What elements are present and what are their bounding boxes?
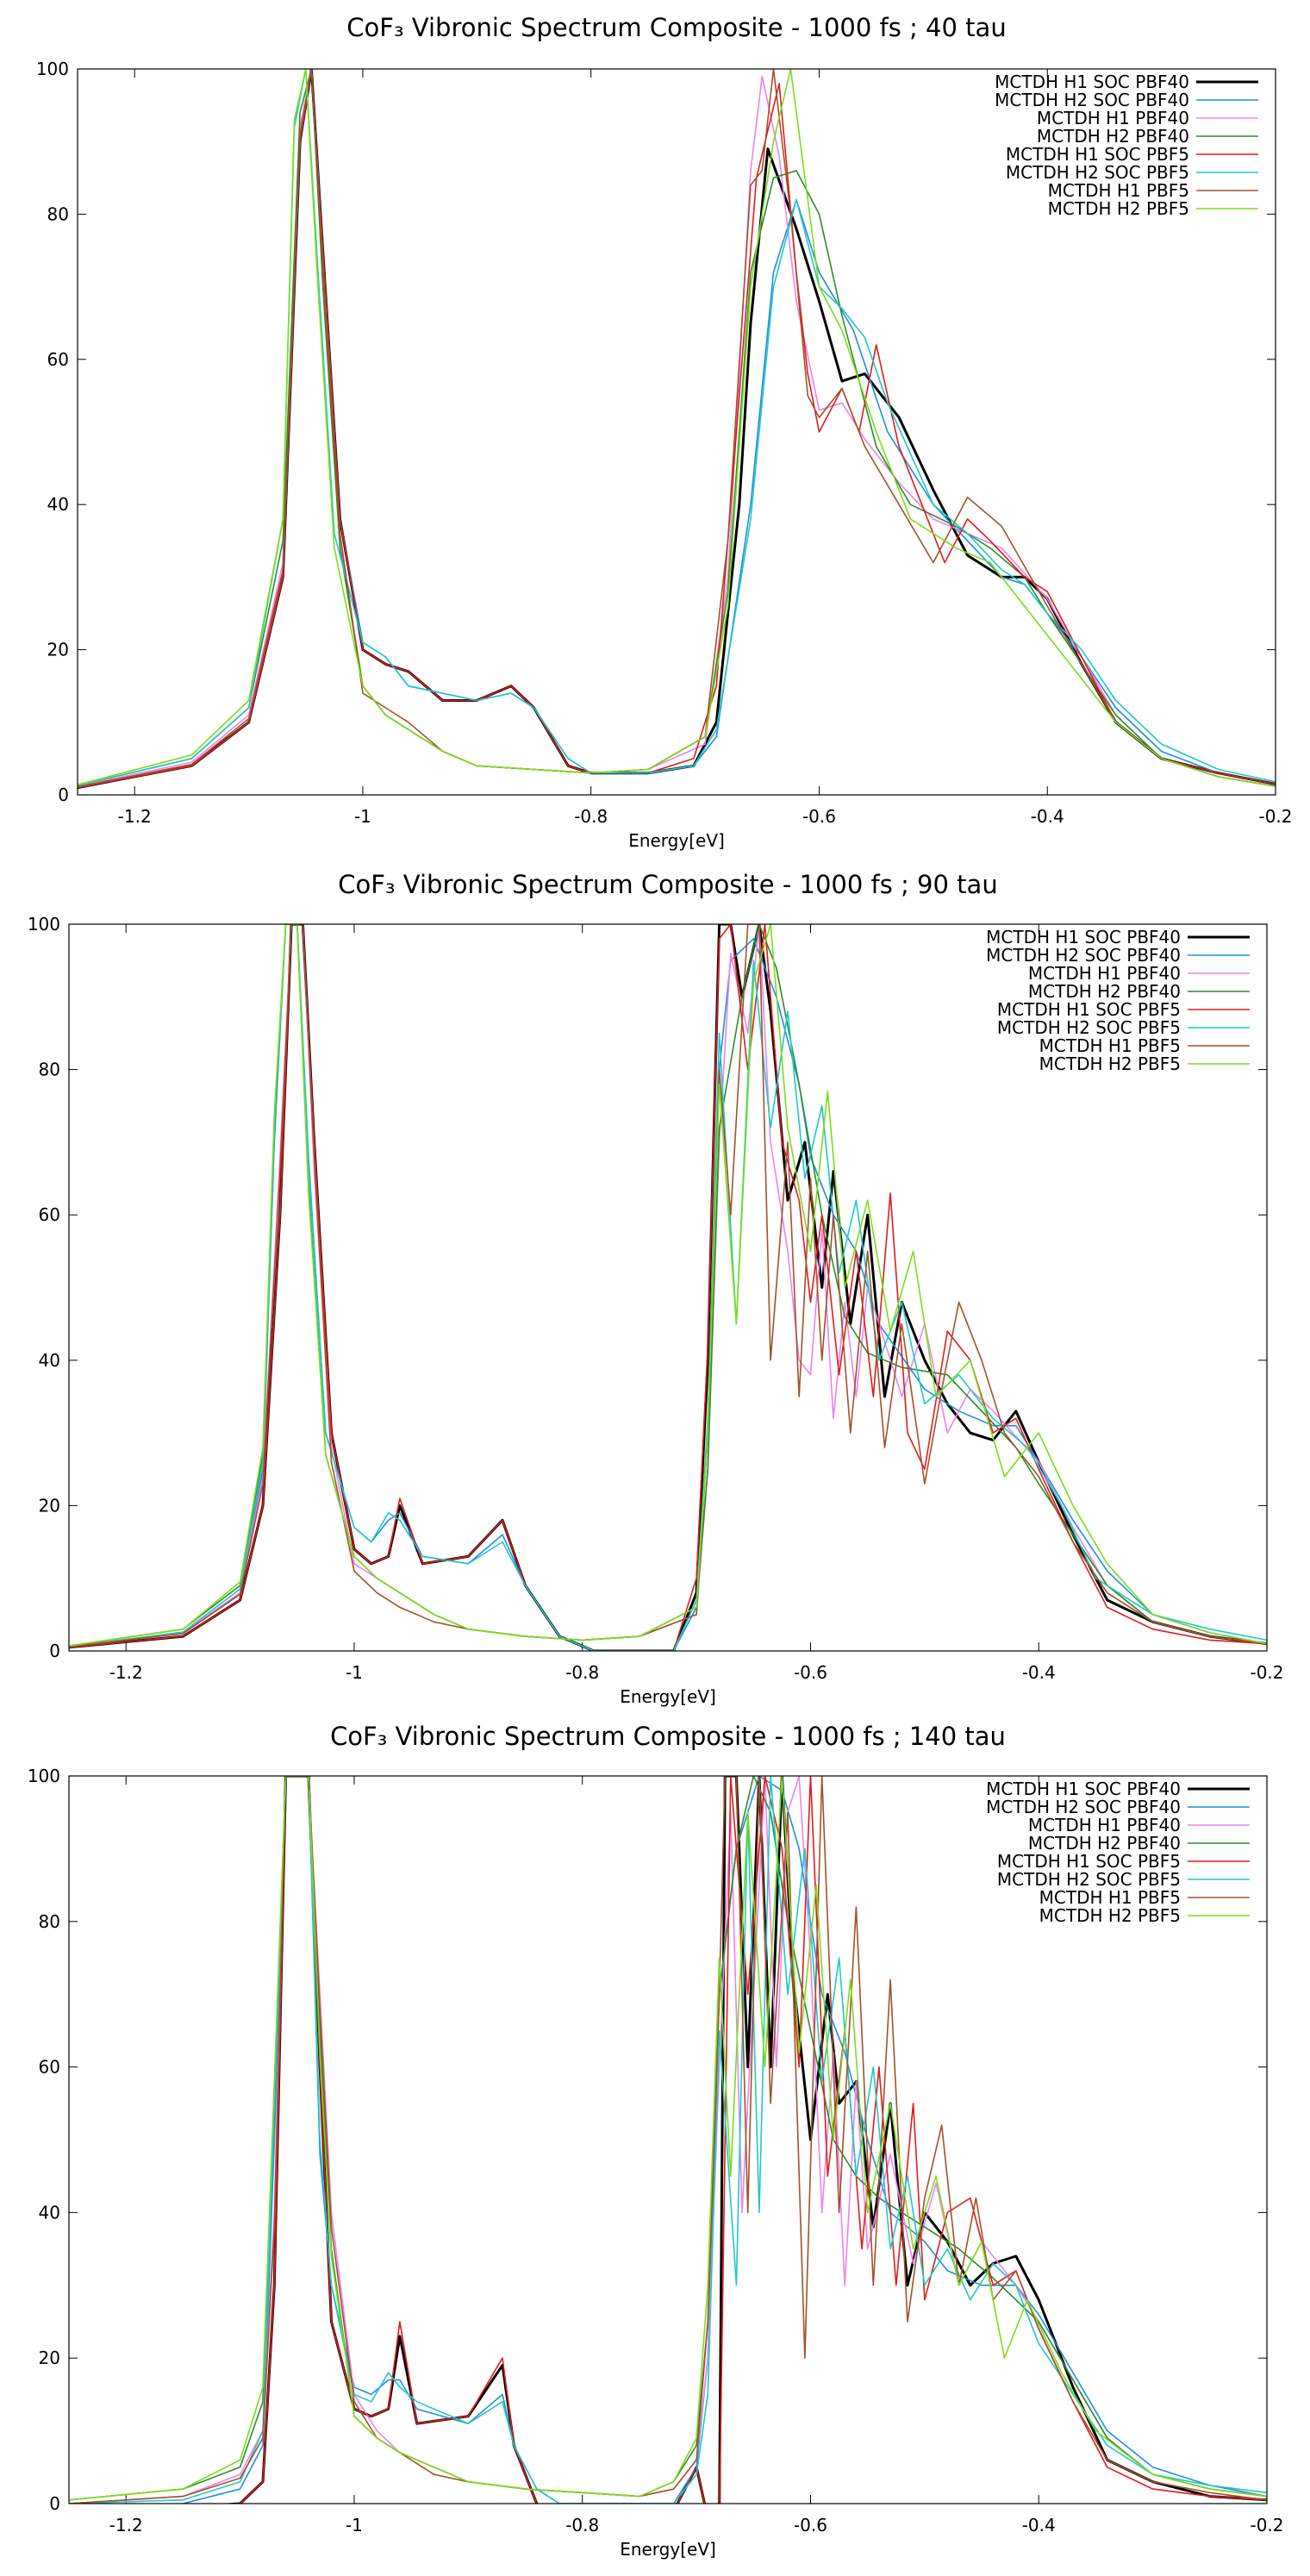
legend-label: MCTDH H2 SOC PBF40 [995, 90, 1189, 110]
chart-panel-3: CoF₃ Vibronic Spectrum Composite - 1000 … [28, 1722, 1284, 2560]
x-axis-label: Energy[eV] [620, 2539, 716, 2560]
y-tick-label: 60 [39, 1204, 60, 1225]
y-tick-label: 40 [47, 494, 69, 515]
legend-label: MCTDH H2 SOC PBF40 [986, 1797, 1181, 1817]
x-tick-label: -1 [346, 1662, 363, 1683]
x-tick-label: -0.2 [1250, 2515, 1283, 2535]
plot-frame [68, 923, 1268, 1652]
legend-label: MCTDH H1 SOC PBF40 [986, 1779, 1181, 1799]
chart-title: CoF₃ Vibronic Spectrum Composite - 1000 … [346, 13, 1006, 42]
plot-frame [68, 1775, 1268, 2504]
chart-title: CoF₃ Vibronic Spectrum Composite - 1000 … [330, 1722, 1006, 1751]
y-tick-label: 100 [28, 914, 60, 935]
legend-label: MCTDH H2 PBF5 [1048, 198, 1189, 219]
x-tick-label: -1 [354, 806, 371, 827]
legend-label: MCTDH H1 SOC PBF5 [997, 999, 1181, 1020]
x-tick-label: -1.2 [109, 2515, 143, 2535]
legend-label: MCTDH H1 SOC PBF40 [986, 927, 1181, 947]
plot-area [69, 1776, 1267, 2504]
x-tick-label: -1.2 [109, 1662, 143, 1683]
x-tick-label: -0.4 [1031, 806, 1064, 827]
plot-area [69, 924, 1267, 1651]
x-tick-label: -0.4 [1022, 1662, 1056, 1683]
series-line-8 [69, 1776, 1267, 2501]
series-line-5 [78, 69, 1276, 789]
y-tick-label: 60 [39, 2057, 60, 2078]
legend-label: MCTDH H2 SOC PBF5 [997, 1869, 1181, 1890]
y-tick-label: 20 [39, 1495, 60, 1516]
x-axis-label: Energy[eV] [628, 830, 725, 851]
legend-label: MCTDH H2 PBF40 [1037, 126, 1189, 147]
chart-panel-1: CoF₃ Vibronic Spectrum Composite - 1000 … [36, 13, 1293, 851]
legend-label: MCTDH H2 SOC PBF5 [1006, 162, 1189, 183]
legend-label: MCTDH H1 PBF40 [1037, 108, 1189, 128]
legend-label: MCTDH H1 PBF5 [1039, 1035, 1181, 1056]
legend-label: MCTDH H1 PBF40 [1028, 963, 1181, 984]
x-tick-label: -0.2 [1258, 806, 1292, 827]
plot-area [78, 69, 1276, 790]
legend-label: MCTDH H1 SOC PBF5 [1006, 144, 1189, 165]
series-line-7 [69, 924, 1267, 1648]
legend-label: MCTDH H2 PBF5 [1039, 1905, 1181, 1926]
chart-panel-2: CoF₃ Vibronic Spectrum Composite - 1000 … [28, 870, 1284, 1707]
y-tick-label: 20 [47, 640, 69, 660]
y-tick-label: 80 [39, 1911, 60, 1932]
x-tick-label: -0.6 [794, 2515, 827, 2535]
x-tick-label: -0.4 [1022, 2515, 1056, 2535]
legend-label: MCTDH H2 PBF40 [1028, 1833, 1181, 1854]
plot-frame [77, 68, 1276, 796]
series-line-4 [69, 1776, 1267, 2501]
y-tick-label: 0 [58, 785, 69, 805]
series-line-6 [78, 69, 1276, 786]
series-line-8 [78, 69, 1276, 787]
legend-label: MCTDH H1 SOC PBF5 [997, 1851, 1181, 1872]
legend-label: MCTDH H2 SOC PBF5 [997, 1017, 1181, 1038]
y-tick-label: 0 [49, 2493, 60, 2514]
y-tick-label: 100 [28, 1766, 60, 1786]
series-line-7 [69, 1776, 1267, 2504]
y-tick-label: 40 [39, 1350, 60, 1371]
y-tick-label: 80 [39, 1060, 60, 1080]
x-tick-label: -0.8 [574, 806, 608, 827]
series-line-6 [69, 1776, 1267, 2504]
x-axis-label: Energy[eV] [620, 1686, 716, 1707]
x-tick-label: -1 [346, 2515, 363, 2535]
series-line-5 [228, 1776, 1267, 2504]
x-tick-label: -0.6 [794, 1662, 827, 1683]
x-tick-label: -1.2 [118, 806, 152, 827]
series-line-7 [78, 69, 1276, 788]
x-tick-label: -0.8 [565, 1662, 599, 1683]
legend-label: MCTDH H1 PBF5 [1048, 180, 1189, 201]
y-tick-label: 20 [39, 2348, 60, 2368]
y-tick-label: 0 [49, 1641, 60, 1661]
y-tick-label: 100 [36, 59, 69, 79]
y-tick-label: 40 [39, 2202, 60, 2223]
series-line-8 [69, 924, 1267, 1647]
chart-title: CoF₃ Vibronic Spectrum Composite - 1000 … [338, 870, 997, 899]
legend-label: MCTDH H2 PBF5 [1039, 1054, 1181, 1074]
y-tick-label: 60 [47, 349, 69, 370]
legend-label: MCTDH H1 SOC PBF40 [995, 72, 1189, 92]
legend-label: MCTDH H1 PBF5 [1039, 1887, 1181, 1908]
legend-label: MCTDH H2 PBF40 [1028, 981, 1181, 1002]
legend-label: MCTDH H2 SOC PBF40 [986, 945, 1181, 966]
x-tick-label: -0.8 [565, 2515, 599, 2535]
legend-label: MCTDH H1 PBF40 [1028, 1815, 1181, 1835]
x-tick-label: -0.2 [1250, 1662, 1283, 1683]
x-tick-label: -0.6 [802, 806, 836, 827]
y-tick-label: 80 [47, 203, 69, 224]
